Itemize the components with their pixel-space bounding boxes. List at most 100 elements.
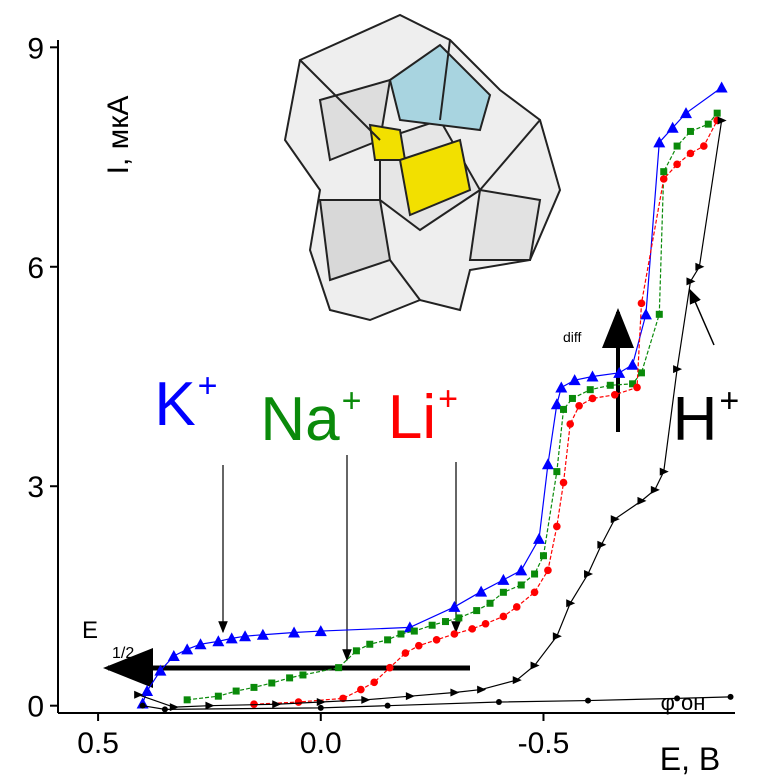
marker bbox=[513, 603, 521, 611]
marker bbox=[680, 107, 692, 118]
marker bbox=[448, 601, 460, 612]
marker bbox=[518, 581, 525, 588]
marker bbox=[687, 128, 694, 135]
marker bbox=[482, 620, 490, 628]
marker bbox=[705, 121, 712, 128]
marker bbox=[718, 116, 727, 124]
marker bbox=[515, 564, 527, 575]
marker bbox=[607, 382, 614, 389]
y-tick-label: 3 bbox=[27, 471, 44, 504]
y-tick-label: 6 bbox=[27, 252, 44, 285]
marker bbox=[487, 600, 494, 607]
marker bbox=[611, 391, 619, 399]
marker bbox=[184, 696, 191, 703]
marker bbox=[140, 703, 146, 709]
marker bbox=[531, 588, 539, 596]
marker bbox=[385, 703, 391, 709]
marker bbox=[687, 150, 695, 158]
marker bbox=[656, 311, 663, 318]
y-axis-label: I, мкА bbox=[102, 96, 135, 175]
legend-sup: + bbox=[342, 382, 362, 420]
legend-label: φ он bbox=[661, 690, 706, 715]
marker bbox=[674, 143, 681, 150]
marker bbox=[384, 636, 391, 643]
legend-label: Li bbox=[388, 383, 436, 452]
x-tick-label: 0.5 bbox=[77, 727, 119, 760]
chart: I, мкА E, B E 1/2 diff 0.50.0-0.50369K+N… bbox=[0, 0, 771, 779]
marker bbox=[540, 552, 547, 559]
marker bbox=[170, 703, 179, 711]
marker bbox=[451, 630, 459, 638]
marker bbox=[651, 486, 660, 494]
marker bbox=[162, 706, 168, 712]
marker bbox=[317, 698, 326, 706]
marker bbox=[569, 395, 576, 402]
marker bbox=[716, 82, 728, 93]
marker bbox=[361, 696, 370, 704]
marker bbox=[531, 661, 540, 669]
marker bbox=[475, 586, 487, 597]
marker bbox=[553, 523, 561, 531]
marker bbox=[455, 614, 462, 621]
marker bbox=[660, 168, 667, 175]
marker bbox=[318, 705, 324, 711]
marker bbox=[286, 674, 293, 681]
legend-label: K bbox=[154, 370, 195, 439]
marker bbox=[553, 468, 560, 475]
marker bbox=[181, 643, 193, 654]
marker bbox=[544, 567, 552, 575]
marker bbox=[268, 680, 275, 687]
e-half-label: E bbox=[82, 617, 98, 644]
marker bbox=[397, 630, 404, 637]
marker bbox=[640, 308, 652, 319]
marker bbox=[477, 686, 486, 694]
marker bbox=[406, 692, 415, 700]
marker bbox=[429, 622, 436, 629]
marker bbox=[714, 110, 721, 117]
crystal-illustration bbox=[285, 15, 560, 320]
marker bbox=[566, 420, 574, 428]
legend-sup: + bbox=[438, 380, 458, 418]
marker bbox=[473, 607, 480, 614]
marker bbox=[233, 688, 240, 695]
marker bbox=[496, 699, 502, 705]
e-half-sub: 1/2 bbox=[112, 645, 134, 662]
legend-sup: + bbox=[719, 382, 739, 420]
marker bbox=[700, 142, 708, 150]
diff-label: diff bbox=[563, 329, 582, 345]
marker bbox=[402, 649, 410, 657]
marker bbox=[366, 641, 373, 648]
marker bbox=[560, 479, 568, 487]
marker bbox=[560, 406, 567, 413]
marker bbox=[141, 685, 153, 696]
marker bbox=[295, 698, 303, 706]
marker bbox=[442, 618, 449, 625]
y-tick-label: 9 bbox=[27, 32, 44, 65]
marker bbox=[497, 574, 509, 585]
marker bbox=[555, 381, 567, 392]
h-arrow bbox=[690, 290, 714, 345]
marker bbox=[272, 700, 281, 708]
marker bbox=[589, 395, 597, 403]
marker bbox=[613, 367, 625, 378]
marker bbox=[386, 664, 394, 672]
marker bbox=[353, 647, 360, 654]
marker bbox=[686, 277, 695, 285]
y-tick-label: 0 bbox=[27, 691, 44, 724]
marker bbox=[500, 589, 507, 596]
marker bbox=[433, 636, 441, 644]
marker bbox=[673, 161, 681, 169]
marker bbox=[215, 693, 222, 700]
marker bbox=[168, 650, 180, 661]
marker bbox=[370, 678, 378, 686]
series-line bbox=[143, 697, 731, 709]
marker bbox=[335, 664, 342, 671]
marker bbox=[468, 625, 476, 633]
marker bbox=[299, 671, 306, 678]
marker bbox=[533, 533, 545, 544]
marker bbox=[633, 384, 641, 392]
marker bbox=[500, 613, 508, 621]
marker bbox=[357, 686, 365, 694]
marker bbox=[250, 684, 257, 691]
legend-label: H bbox=[673, 385, 718, 454]
